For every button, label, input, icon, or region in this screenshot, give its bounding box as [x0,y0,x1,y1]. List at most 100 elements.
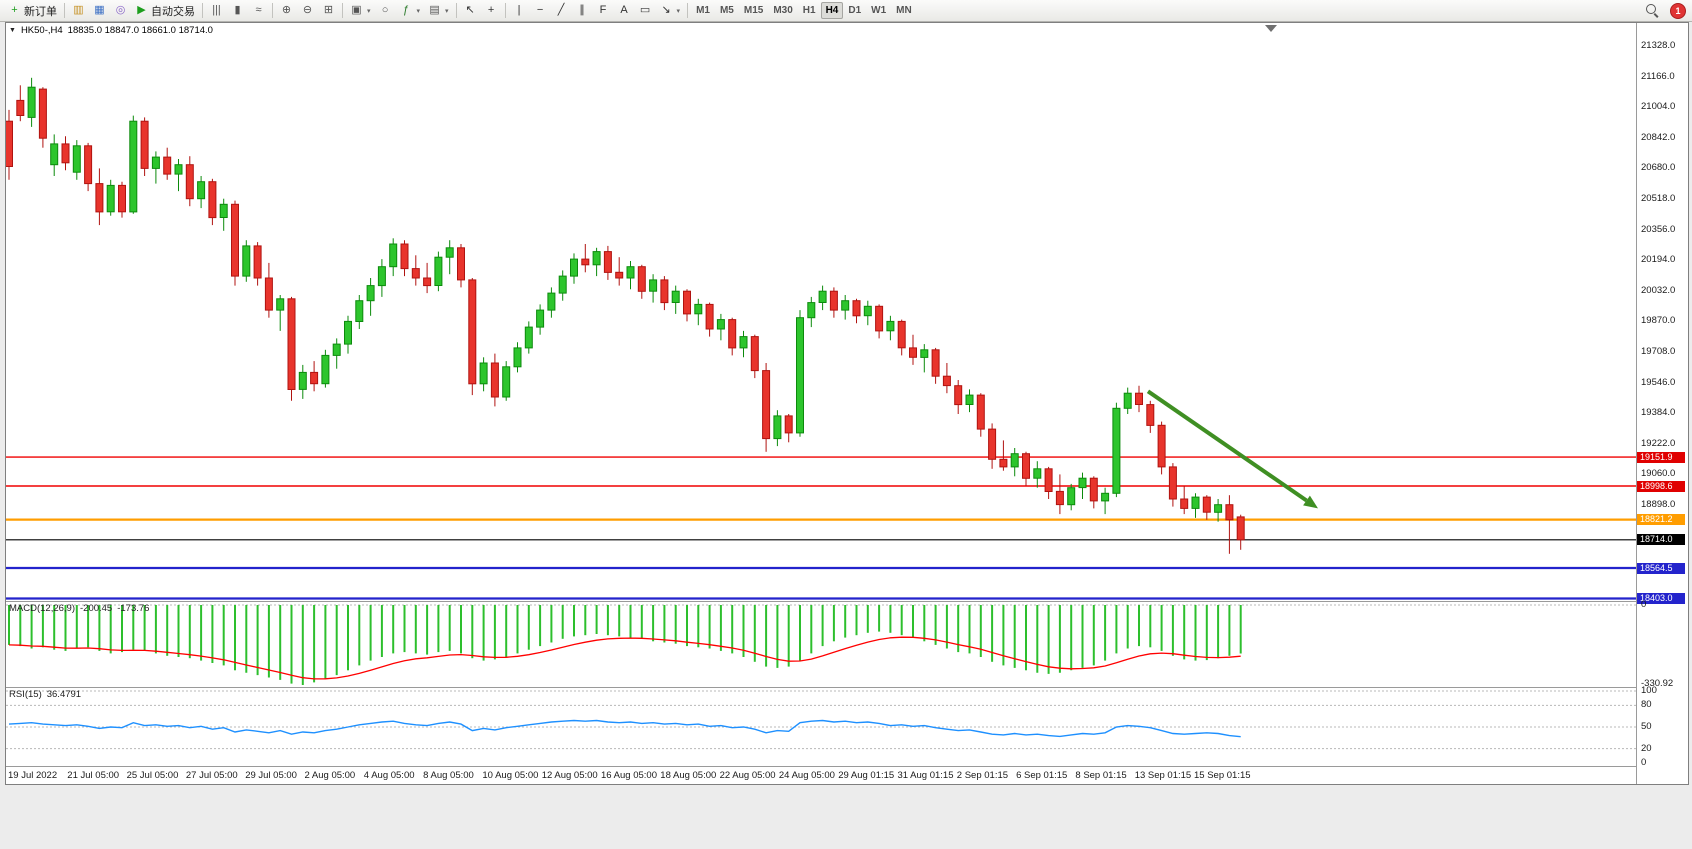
horizontal-line-icon: − [536,4,544,16]
date-axis-label: 24 Aug 05:00 [778,770,835,781]
date-axis-label: 29 Jul 05:00 [245,770,297,781]
toolbar-separator [342,3,343,18]
macd-signal-value: -173.76 [117,603,150,614]
search-icon[interactable] [1645,3,1660,18]
macd-main-value: -200.45 [80,603,113,614]
chevron-down-icon: ▾ [676,7,681,15]
macd-canvas[interactable] [6,602,1636,687]
bar-chart-icon[interactable]: ||| [206,2,227,20]
main-chart-canvas[interactable] [6,23,1636,601]
new-order-button-label: 新订单 [24,5,57,18]
zoom-out-icon: ⊖ [302,4,313,16]
trendline-icon: ╱ [557,4,565,16]
price-axis-label: 21166.0 [1641,70,1675,82]
timeframe-m1[interactable]: M1 [696,5,710,16]
date-axis-label: 8 Aug 05:00 [423,770,474,781]
timeframe-m30[interactable]: M30 [773,5,793,16]
date-axis-label: 2 Sep 01:15 [956,770,1009,781]
price-axis-label: 20518.0 [1641,193,1676,205]
timeframe-h4[interactable]: H4 [820,2,844,19]
date-axis[interactable]: 19 Jul 2022 21 Jul 05:00 25 Jul 05:00 27 Ju… [6,767,1636,784]
date-axis-label: 21 Jul 05:00 [67,770,120,781]
timeframe-m15[interactable]: M15 [743,5,764,16]
rsi-label: RSI(15) 36.4791 [9,689,81,700]
toolbar-separator [687,3,689,18]
indicators-icon: ƒ [402,4,410,16]
text-label-icon[interactable]: ▭ [635,2,656,20]
chart-collapse-icon[interactable]: ▼ [9,27,16,34]
price-tag: 18403.0 [1637,593,1685,605]
rsi-svg[interactable] [6,688,1636,766]
rsi-pane[interactable]: RSI(15) 36.4791 [6,688,1636,767]
cursor-icon[interactable]: ↖ [460,2,481,20]
line-chart-icon[interactable]: ≈ [248,2,269,20]
chart-ohlc-values: 18835.0 18847.0 18661.0 18714.0 [67,25,213,36]
date-axis-label: 12 Aug 05:00 [541,770,598,781]
trendline-icon[interactable]: ╱ [551,2,572,20]
navigator-icon[interactable]: ◎ [110,2,131,20]
templates-icon: ▤ [429,4,440,16]
macd-indicator-name: MACD(12,26,9) [9,603,75,614]
chart-window: ▼ HK50-,H4 18835.0 18847.0 18661.0 18714… [5,22,1689,785]
timeframe-m5[interactable]: M5 [719,5,734,16]
date-axis-label: 15 Sep 01:15 [1194,770,1251,781]
vertical-line-icon: | [517,4,521,16]
indicators-icon[interactable]: ƒ ▾ [396,2,425,20]
date-axis-label: 18 Aug 05:00 [660,770,717,781]
data-window-icon[interactable]: ▦ [89,2,110,20]
arrange-windows-icon[interactable]: ▣ ▾ [346,2,375,20]
arrows-icon[interactable]: ↘ ▾ [656,2,685,20]
date-axis-label: 10 Aug 05:00 [482,770,539,781]
new-order-button[interactable]: + 新订单 [4,2,61,20]
market-watch-icon[interactable]: ▥ [68,2,89,20]
date-axis-label: 25 Jul 05:00 [126,770,179,781]
plot-column: ▼ HK50-,H4 18835.0 18847.0 18661.0 18714… [6,23,1636,784]
auto-trading-button[interactable]: ▶ 自动交易 [131,2,199,20]
timeframe-mn[interactable]: MN [896,5,912,16]
main-chart-pane[interactable]: ▼ HK50-,H4 18835.0 18847.0 18661.0 18714… [6,23,1636,602]
timeframe-h1[interactable]: H1 [802,5,816,16]
tile-windows-icon: ⊞ [323,4,334,16]
price-axis-label: 19060.0 [1641,468,1676,480]
price-axis[interactable]: 21328.0 21166.0 21004.0 20842.0 20680.0 20518… [1636,23,1688,784]
auto-trading-button-label: 自动交易 [151,5,195,18]
text-icon[interactable]: A [614,2,635,20]
timeframe-d1[interactable]: D1 [848,5,862,16]
price-axis-label: 20032.0 [1641,284,1676,296]
crosshair-icon: + [487,4,495,16]
chart-title: ▼ HK50-,H4 18835.0 18847.0 18661.0 18714… [9,25,213,36]
vertical-line-icon[interactable]: | [509,2,530,20]
price-tag: 19151.9 [1637,451,1685,463]
price-axis-label: 19870.0 [1641,315,1676,327]
fibonacci-icon[interactable]: F [593,2,614,20]
price-tag: 18998.6 [1637,480,1685,492]
crosshair-icon[interactable]: + [481,2,502,20]
fibonacci-icon: F [599,4,607,16]
zoom-in-icon[interactable]: ⊕ [276,2,297,20]
notification-badge[interactable]: 1 [1670,2,1686,19]
templates-icon[interactable]: ▤ ▾ [424,2,453,20]
channel-icon[interactable]: ∥ [572,2,593,20]
price-tag: 18564.5 [1637,562,1685,574]
period-clock-icon[interactable]: ○ [375,2,396,20]
chevron-down-icon: ▾ [416,7,421,15]
date-axis-label: 27 Jul 05:00 [185,770,238,781]
rsi-canvas[interactable] [6,688,1636,766]
zoom-out-icon[interactable]: ⊖ [297,2,318,20]
macd-axis-label: 0 [1641,599,1647,610]
horizontal-line-icon[interactable]: − [530,2,551,20]
candlestick-chart-icon[interactable]: ▮ [227,2,248,20]
candlestick-chart-icon: ▮ [234,4,241,16]
bar-chart-icon: ||| [212,4,221,16]
rsi-axis-label: 100 [1641,685,1657,696]
timeframe-w1[interactable]: W1 [871,5,887,16]
date-axis-label: 29 Aug 01:15 [838,770,895,781]
macd-pane[interactable]: MACD(12,26,9) -200.45 -173.76 [6,602,1636,688]
macd-label: MACD(12,26,9) -200.45 -173.76 [9,603,149,614]
macd-svg[interactable] [6,602,1636,687]
chart-symbol-period: HK50-,H4 [20,25,63,36]
price-axis-label: 18898.0 [1641,499,1676,511]
text-label-icon: ▭ [639,4,651,16]
tile-windows-icon[interactable]: ⊞ [318,2,339,20]
main-chart-svg[interactable] [6,23,1636,601]
